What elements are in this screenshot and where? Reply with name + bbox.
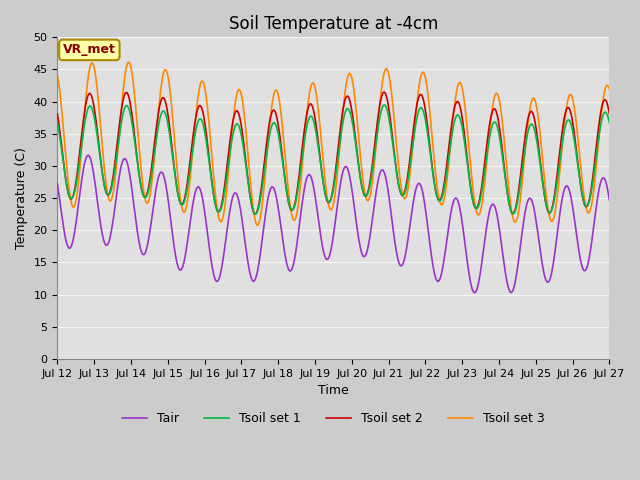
Tsoil set 1: [54, 111, 61, 117]
Tair: [175, 266, 183, 272]
Tsoil set 2: [199, 79, 207, 84]
Title: Soil Temperature at -4cm: Soil Temperature at -4cm: [228, 15, 438, 33]
Tsoil set 1: [175, 194, 182, 200]
Text: VR_met: VR_met: [63, 43, 116, 57]
Tair: [605, 197, 613, 203]
Tair: [380, 168, 387, 173]
Tsoil set 2: [175, 188, 183, 194]
Tair: [326, 252, 333, 258]
Tsoil set 3: [380, 103, 387, 108]
Tsoil set 3: [326, 199, 333, 205]
Tsoil set 3: [198, 119, 206, 125]
Tair: [434, 278, 442, 284]
Tsoil set 3: [380, 102, 388, 108]
Tsoil set 3: [605, 120, 613, 126]
Tsoil set 2: [54, 72, 61, 78]
Line: Tsoil set 2: Tsoil set 2: [58, 62, 609, 225]
Tsoil set 2: [556, 163, 564, 169]
Tair: [54, 181, 61, 187]
Tsoil set 2: [380, 71, 388, 76]
Y-axis label: Temperature (C): Temperature (C): [15, 147, 28, 249]
Tsoil set 3: [252, 211, 259, 217]
Tair: [84, 152, 92, 158]
Tsoil set 1: [326, 199, 333, 205]
Tsoil set 1: [435, 197, 442, 203]
Line: Tsoil set 3: Tsoil set 3: [58, 105, 609, 214]
Tsoil set 2: [125, 59, 132, 65]
Tsoil set 1: [380, 89, 388, 95]
Tsoil set 1: [198, 107, 206, 113]
Tair: [556, 207, 564, 213]
Tsoil set 3: [54, 120, 61, 126]
Tsoil set 1: [556, 144, 564, 150]
Tsoil set 3: [175, 194, 182, 200]
Tsoil set 3: [556, 154, 564, 160]
Legend: Tair, Tsoil set 1, Tsoil set 2, Tsoil set 3: Tair, Tsoil set 1, Tsoil set 2, Tsoil se…: [117, 407, 550, 430]
Tair: [470, 290, 478, 296]
Tsoil set 2: [435, 192, 442, 198]
Tsoil set 2: [326, 207, 334, 213]
Line: Tsoil set 1: Tsoil set 1: [58, 92, 609, 214]
X-axis label: Time: Time: [318, 384, 349, 397]
Tsoil set 1: [380, 90, 387, 96]
Tsoil set 2: [605, 86, 613, 92]
Tsoil set 1: [252, 211, 259, 217]
Line: Tair: Tair: [58, 155, 609, 293]
Tsoil set 3: [435, 197, 442, 203]
Tsoil set 2: [253, 222, 261, 228]
Tsoil set 1: [605, 111, 613, 117]
Tair: [199, 199, 207, 204]
